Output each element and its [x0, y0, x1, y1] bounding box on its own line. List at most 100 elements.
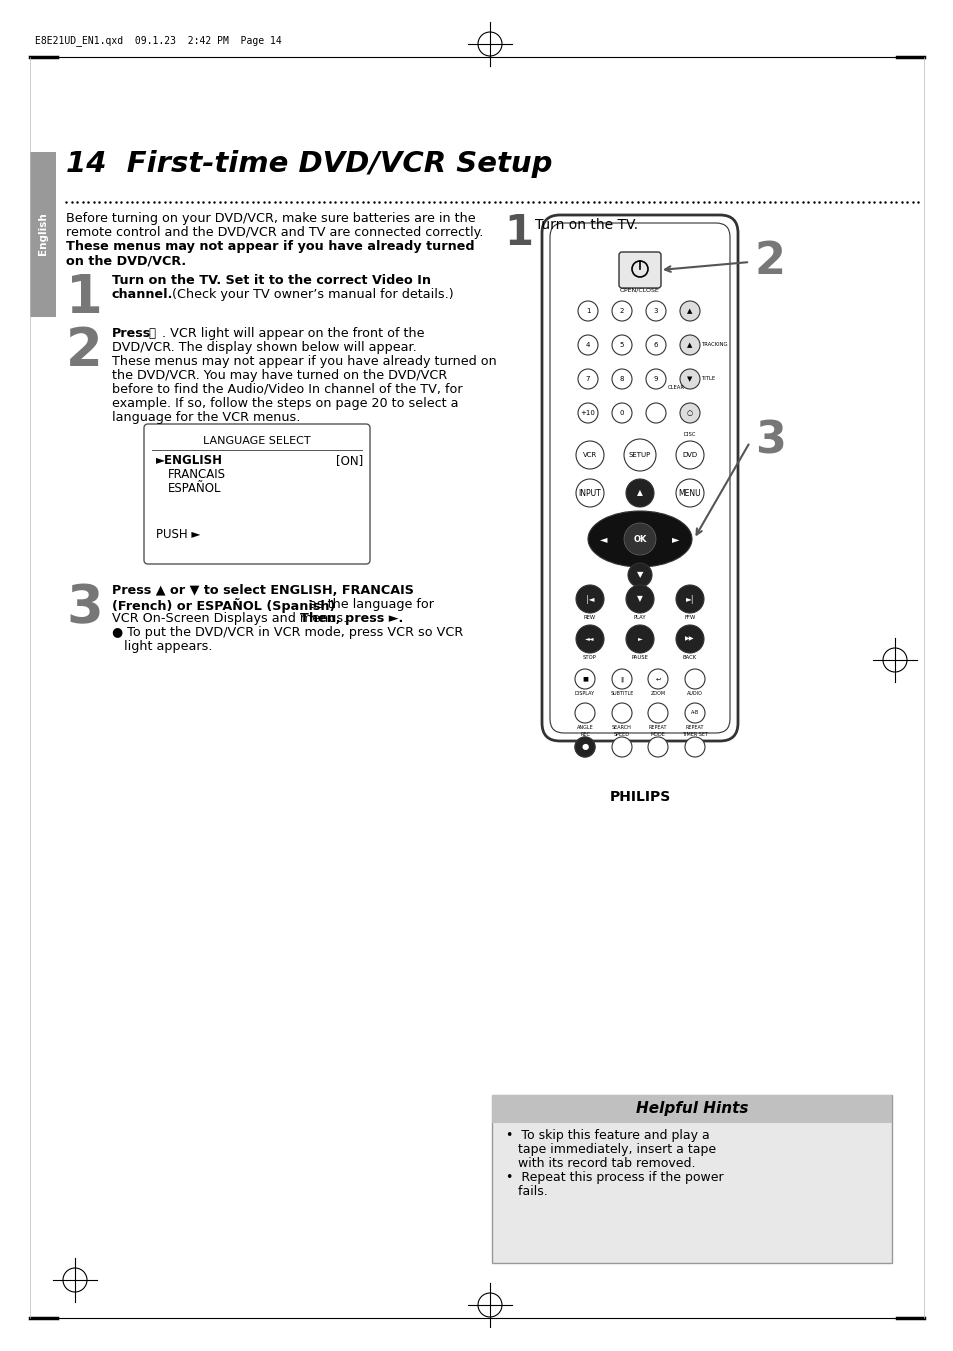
Text: OPEN/CLOSE: OPEN/CLOSE: [619, 286, 659, 292]
Text: OK: OK: [633, 535, 646, 543]
Circle shape: [623, 523, 656, 555]
Circle shape: [576, 626, 603, 653]
FancyBboxPatch shape: [618, 253, 660, 288]
Circle shape: [684, 703, 704, 723]
Circle shape: [647, 669, 667, 689]
Text: 1: 1: [503, 212, 533, 254]
Circle shape: [645, 301, 665, 322]
Text: 1: 1: [66, 272, 103, 324]
Circle shape: [578, 301, 598, 322]
Text: ‖: ‖: [619, 677, 623, 682]
Text: ▼: ▼: [686, 376, 692, 382]
Text: STOP: STOP: [582, 655, 597, 661]
Ellipse shape: [587, 511, 691, 567]
Text: REC: REC: [579, 732, 589, 738]
Text: remote control and the DVD/VCR and TV are connected correctly.: remote control and the DVD/VCR and TV ar…: [66, 226, 483, 239]
Circle shape: [575, 738, 595, 757]
Text: Then, press ►.: Then, press ►.: [299, 612, 403, 626]
Bar: [30, 153, 56, 317]
Circle shape: [612, 703, 631, 723]
Text: ►|: ►|: [685, 594, 694, 604]
Text: ●: ●: [580, 743, 588, 751]
Text: PHILIPS: PHILIPS: [609, 790, 670, 804]
Circle shape: [676, 480, 703, 507]
Text: PAUSE: PAUSE: [631, 655, 648, 661]
Text: 14  First-time DVD/VCR Setup: 14 First-time DVD/VCR Setup: [66, 150, 552, 178]
Text: 3: 3: [754, 420, 785, 463]
Text: PLAY: PLAY: [633, 615, 645, 620]
Text: ◄◄: ◄◄: [584, 636, 594, 642]
Text: ■: ■: [581, 677, 587, 681]
Text: tape immediately, insert a tape: tape immediately, insert a tape: [505, 1143, 716, 1156]
Circle shape: [679, 403, 700, 423]
Text: VCR: VCR: [582, 453, 597, 458]
Text: [ON]: [ON]: [335, 454, 363, 467]
Text: ↩: ↩: [655, 677, 659, 681]
Text: SEARCH: SEARCH: [612, 725, 631, 730]
Text: light appears.: light appears.: [112, 640, 213, 653]
Text: ►: ►: [672, 534, 679, 544]
Circle shape: [575, 738, 595, 757]
FancyBboxPatch shape: [541, 215, 738, 740]
Text: VCR On-Screen Displays and menus.: VCR On-Screen Displays and menus.: [112, 612, 351, 626]
Text: ▶▶: ▶▶: [684, 636, 694, 642]
Text: AUDIO: AUDIO: [686, 690, 702, 696]
Text: FRANCAIS: FRANCAIS: [168, 467, 226, 481]
Text: Press ▲ or ▼ to select ENGLISH, FRANCAIS: Press ▲ or ▼ to select ENGLISH, FRANCAIS: [112, 584, 414, 597]
Circle shape: [676, 440, 703, 469]
Text: ● To put the DVD/VCR in VCR mode, press VCR so VCR: ● To put the DVD/VCR in VCR mode, press …: [112, 626, 463, 639]
Text: with its record tab removed.: with its record tab removed.: [505, 1156, 695, 1170]
Text: MENU: MENU: [678, 489, 700, 497]
Bar: [492, 1096, 891, 1123]
Circle shape: [645, 369, 665, 389]
Text: TRACKING: TRACKING: [701, 343, 728, 347]
Text: ▲: ▲: [686, 308, 692, 313]
Text: E8E21UD_EN1.qxd  09.1.23  2:42 PM  Page 14: E8E21UD_EN1.qxd 09.1.23 2:42 PM Page 14: [35, 35, 281, 46]
Text: ▼: ▼: [637, 594, 642, 604]
Text: 3: 3: [66, 582, 103, 634]
Circle shape: [684, 738, 704, 757]
Circle shape: [676, 626, 703, 653]
Circle shape: [612, 738, 631, 757]
Text: 2: 2: [754, 240, 785, 282]
Circle shape: [612, 301, 631, 322]
Text: 2: 2: [619, 308, 623, 313]
Circle shape: [679, 301, 700, 322]
Text: TIMER SET: TIMER SET: [681, 732, 707, 738]
FancyBboxPatch shape: [144, 424, 370, 563]
Text: BACK: BACK: [682, 655, 697, 661]
Text: (Check your TV owner’s manual for details.): (Check your TV owner’s manual for detail…: [168, 288, 453, 301]
Text: channel.: channel.: [112, 288, 173, 301]
Circle shape: [578, 369, 598, 389]
Text: +10: +10: [580, 409, 595, 416]
Circle shape: [575, 703, 595, 723]
Circle shape: [627, 563, 651, 586]
Text: 5: 5: [619, 342, 623, 349]
Text: 7: 7: [585, 376, 590, 382]
Text: ▲: ▲: [637, 489, 642, 497]
Circle shape: [645, 335, 665, 355]
Circle shape: [623, 439, 656, 471]
Text: |◄: |◄: [585, 594, 594, 604]
Text: •  Repeat this process if the power: • Repeat this process if the power: [505, 1171, 723, 1183]
Text: These menus may not appear if you have already turned: These menus may not appear if you have a…: [66, 240, 475, 253]
Text: These menus may not appear if you have already turned on: These menus may not appear if you have a…: [112, 355, 497, 367]
Text: SUBTITLE: SUBTITLE: [610, 690, 633, 696]
Text: Turn on the TV. Set it to the correct Video In: Turn on the TV. Set it to the correct Vi…: [112, 274, 431, 286]
Text: 9: 9: [653, 376, 658, 382]
Text: ZOOM: ZOOM: [650, 690, 665, 696]
Circle shape: [625, 585, 654, 613]
Circle shape: [625, 480, 654, 507]
Text: 8: 8: [619, 376, 623, 382]
Text: DISC: DISC: [683, 432, 696, 436]
Circle shape: [612, 403, 631, 423]
Text: ANGLE: ANGLE: [576, 725, 593, 730]
Text: REPEAT: REPEAT: [685, 725, 703, 730]
Circle shape: [612, 669, 631, 689]
Circle shape: [625, 626, 654, 653]
Text: FFW: FFW: [683, 615, 695, 620]
Text: •  To skip this feature and play a: • To skip this feature and play a: [505, 1129, 709, 1142]
Text: MODE: MODE: [650, 732, 665, 738]
Text: before to find the Audio/Video In channel of the TV, for: before to find the Audio/Video In channe…: [112, 382, 462, 396]
Text: DISPLAY: DISPLAY: [575, 690, 595, 696]
